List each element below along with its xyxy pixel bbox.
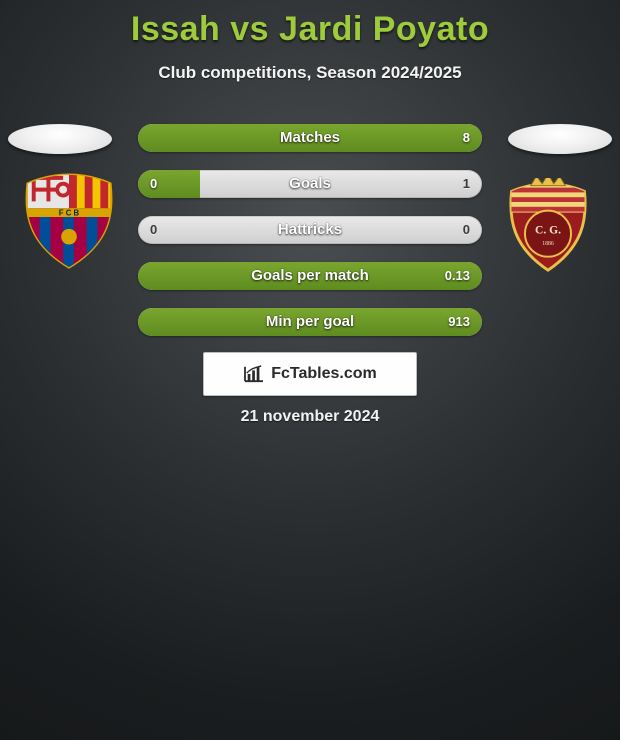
player-right-platform [508,124,612,154]
bar-chart-icon [243,365,265,383]
stat-value-right: 0.13 [445,262,470,290]
stat-row: 8Matches [138,124,482,152]
stat-fill-right [138,262,482,290]
infographic-root: Issah vs Jardi Poyato Club competitions,… [0,0,620,580]
brand-badge: FcTables.com [203,352,417,396]
stat-fill-right [138,124,482,152]
stat-row: 0.13Goals per match [138,262,482,290]
stat-fill-left [138,170,200,198]
svg-text:C. G.: C. G. [535,225,561,237]
gimnastic-tarragona-icon: C. G. 1886 [500,178,596,274]
stat-value-right: 0 [463,216,470,244]
stat-value-right: 8 [463,124,470,152]
stats-container: 8Matches01Goals00Hattricks0.13Goals per … [138,124,482,354]
stat-value-left: 0 [150,170,157,198]
stat-value-left: 0 [150,216,157,244]
page-subtitle: Club competitions, Season 2024/2025 [0,63,620,83]
fc-barcelona-icon: F C B [20,172,118,270]
player-left-platform [8,124,112,154]
stat-label: Hattricks [138,216,482,244]
stat-fill-right [138,308,482,336]
stat-value-right: 1 [463,170,470,198]
stat-row: 0 0Hattricks [138,216,482,244]
svg-text:F C B: F C B [59,209,80,218]
stat-row: 01Goals [138,170,482,198]
club-badge-left: F C B [20,172,118,270]
brand-label: FcTables.com [271,365,377,383]
date-label: 21 november 2024 [0,408,620,426]
content-wrap: Issah vs Jardi Poyato Club competitions,… [0,0,620,580]
club-badge-right: C. G. 1886 [500,178,598,276]
stat-value-right: 913 [448,308,470,336]
page-title: Issah vs Jardi Poyato [0,0,620,49]
stat-row: 913Min per goal [138,308,482,336]
svg-text:1886: 1886 [542,241,554,247]
